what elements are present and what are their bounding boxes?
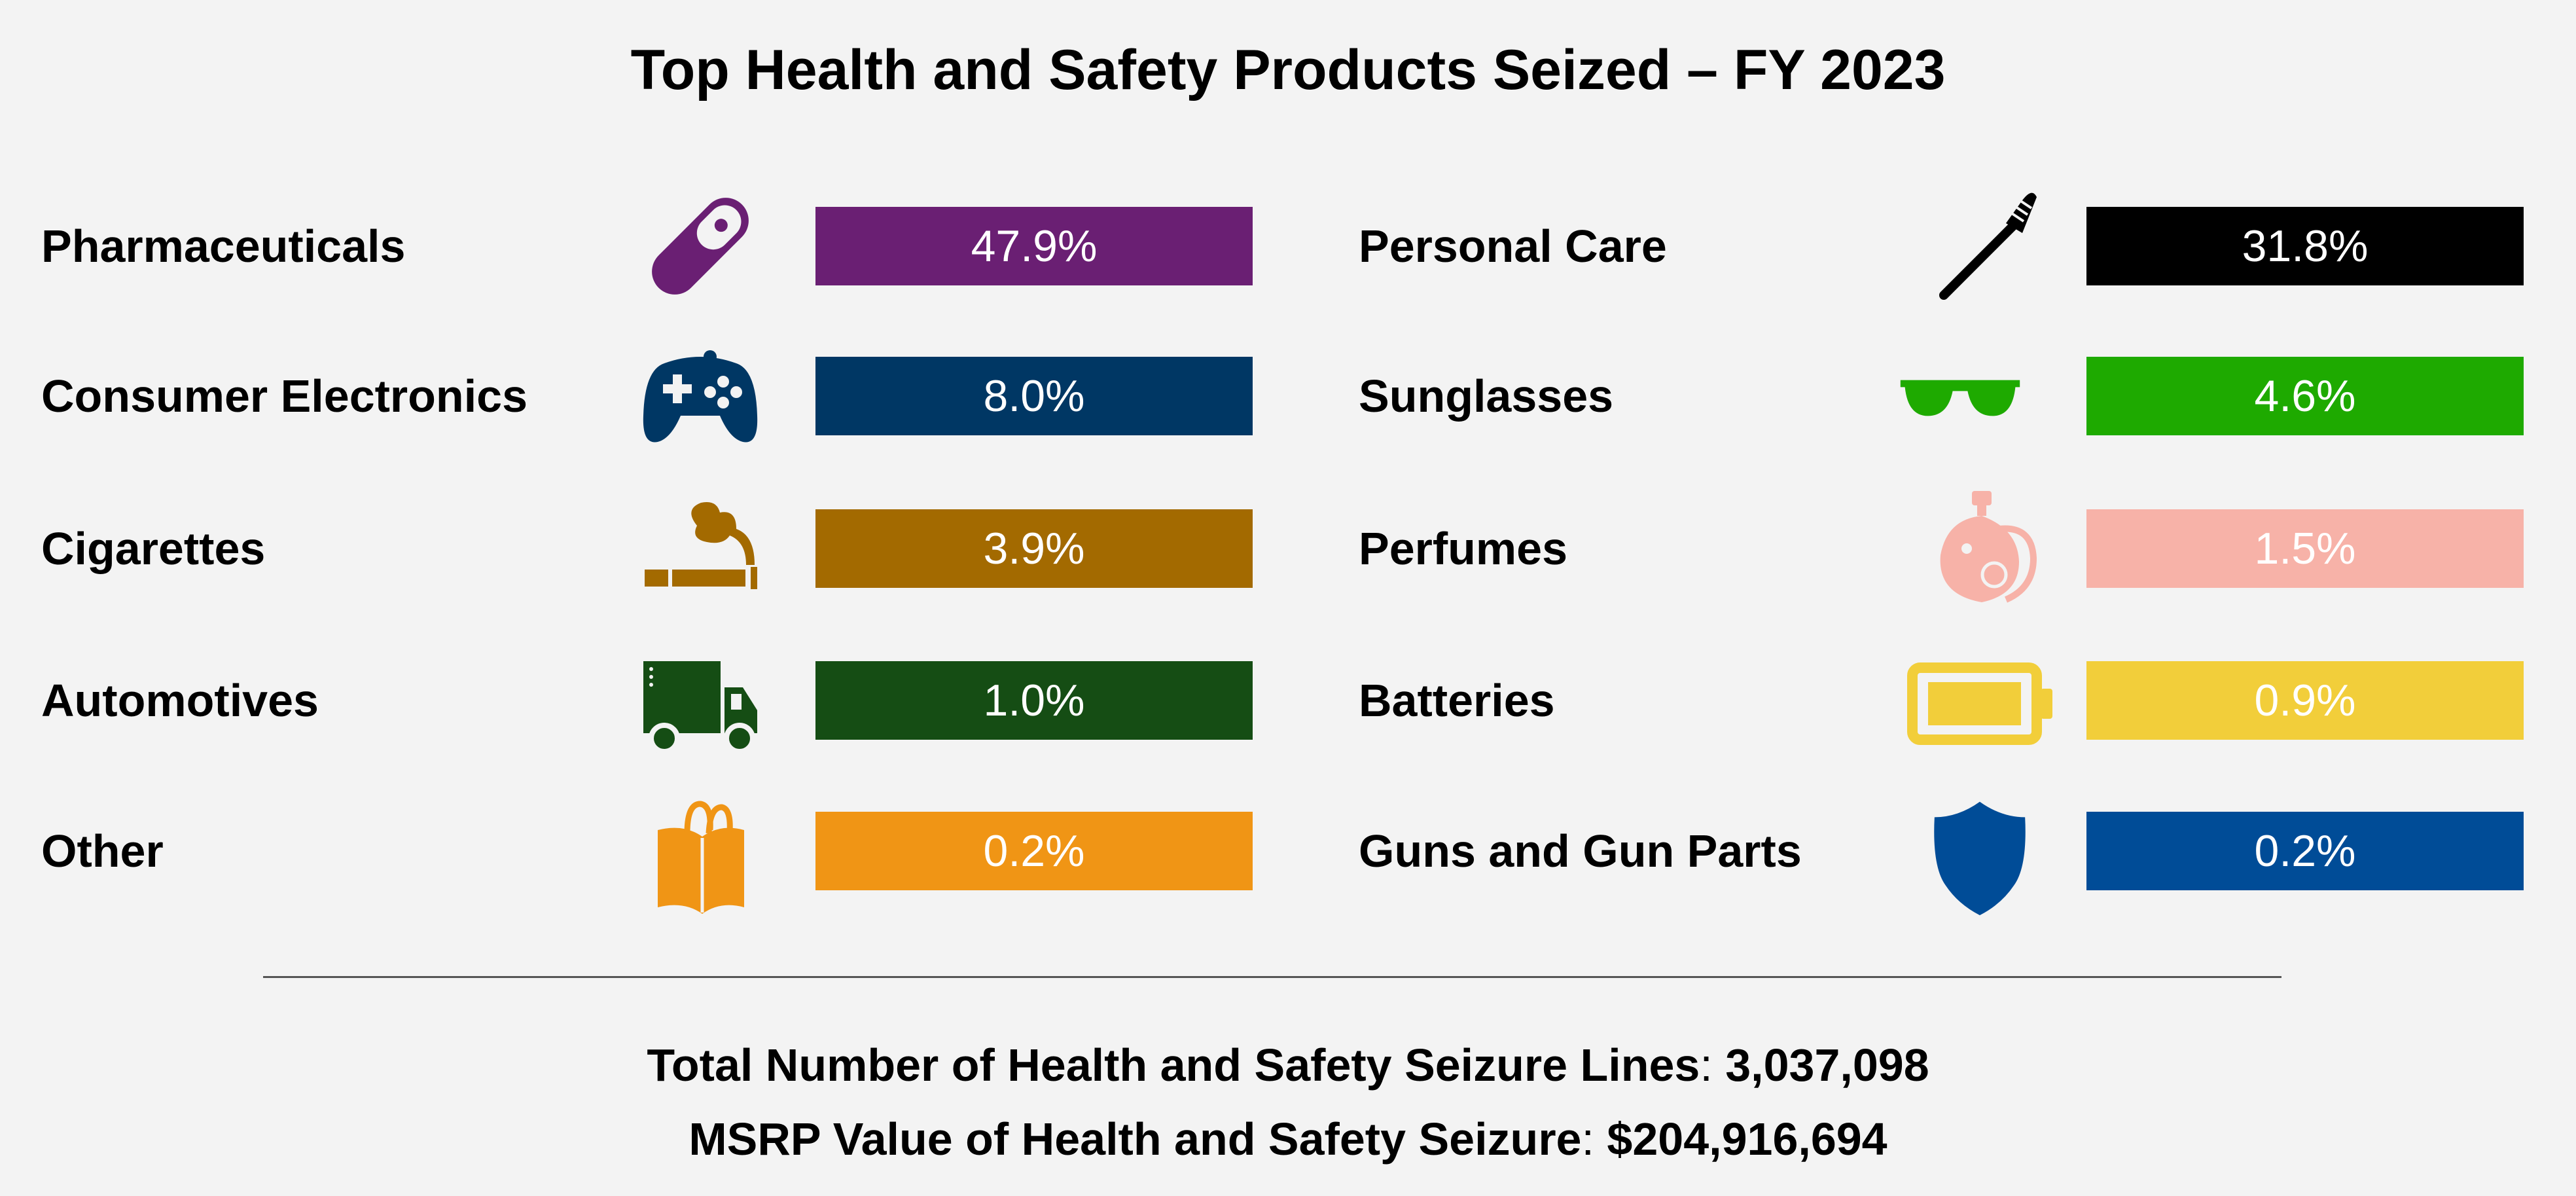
value-label: 1.5% [2254,524,2356,573]
toothbrush-icon [1924,187,2048,305]
value-bar: 0.2% [2086,812,2524,890]
category-label: Sunglasses [1359,371,1614,422]
msrp-value-amount: $204,916,694 [1607,1114,1887,1165]
shopping-bag-icon [638,797,762,915]
total-seizure-lines-value: 3,037,098 [1725,1040,1929,1091]
category-label: Perfumes [1359,523,1568,574]
value-bar: 4.6% [2086,357,2524,435]
battery-icon [1905,642,2062,759]
value-bar: 47.9% [815,207,1253,285]
category-label: Guns and Gun Parts [1359,825,1802,877]
category-row-personal-care: Personal Care 31.8% [1315,192,2576,300]
sunglasses-icon [1898,337,2022,455]
value-bar: 31.8% [2086,207,2524,285]
category-label: Personal Care [1359,221,1667,272]
category-label: Batteries [1359,675,1555,726]
shield-icon [1918,799,2042,916]
gamepad-icon [638,337,762,455]
category-row-guns-and-gun-parts: Guns and Gun Parts 0.2% [1315,801,2576,916]
category-row-other: Other 0.2% [0,801,1288,914]
divider [263,976,2281,978]
value-bar: 8.0% [815,357,1253,435]
value-label: 1.0% [983,676,1085,725]
value-bar: 0.2% [815,812,1253,890]
category-row-sunglasses: Sunglasses 4.6% [1315,357,2576,435]
value-bar: 1.0% [815,661,1253,740]
value-bar: 3.9% [815,509,1253,588]
category-label: Automotives [41,675,319,726]
chart-title: Top Health and Safety Products Seized – … [630,39,1946,101]
value-bar: 0.9% [2086,661,2524,740]
category-row-pharmaceuticals: Pharmaceuticals 47.9% [0,198,1288,295]
category-row-cigarettes: Cigarettes 3.9% [0,502,1288,589]
value-label: 8.0% [983,371,1085,421]
value-label: 0.9% [2254,676,2356,725]
value-label: 4.6% [2254,371,2356,421]
category-label: Cigarettes [41,523,266,574]
msrp-value: MSRP Value of Health and Safety Seizure:… [689,1114,1887,1165]
truck-icon [638,642,762,759]
pill-icon [638,187,762,305]
category-row-batteries: Batteries 0.9% [1315,661,2576,745]
value-label: 0.2% [983,826,1085,876]
category-label: Consumer Electronics [41,371,528,422]
value-label: 0.2% [2254,826,2356,876]
perfume-icon [1921,490,2045,607]
category-label: Other [41,825,164,877]
total-seizure-lines: Total Number of Health and Safety Seizur… [647,1040,1929,1091]
total-seizure-lines-label: Total Number of Health and Safety Seizur… [647,1040,1700,1091]
category-row-perfumes: Perfumes 1.5% [1315,491,2576,603]
msrp-value-label: MSRP Value of Health and Safety Seizure [689,1114,1582,1165]
value-bar: 1.5% [2086,509,2524,588]
cigarette-icon [638,490,762,607]
category-row-automotives: Automotives 1.0% [0,661,1288,754]
value-label: 31.8% [2242,221,2369,271]
category-label: Pharmaceuticals [41,221,406,272]
value-label: 47.9% [971,221,1098,271]
value-label: 3.9% [983,524,1085,573]
category-row-consumer-electronics: Consumer Electronics 8.0% [0,350,1288,443]
